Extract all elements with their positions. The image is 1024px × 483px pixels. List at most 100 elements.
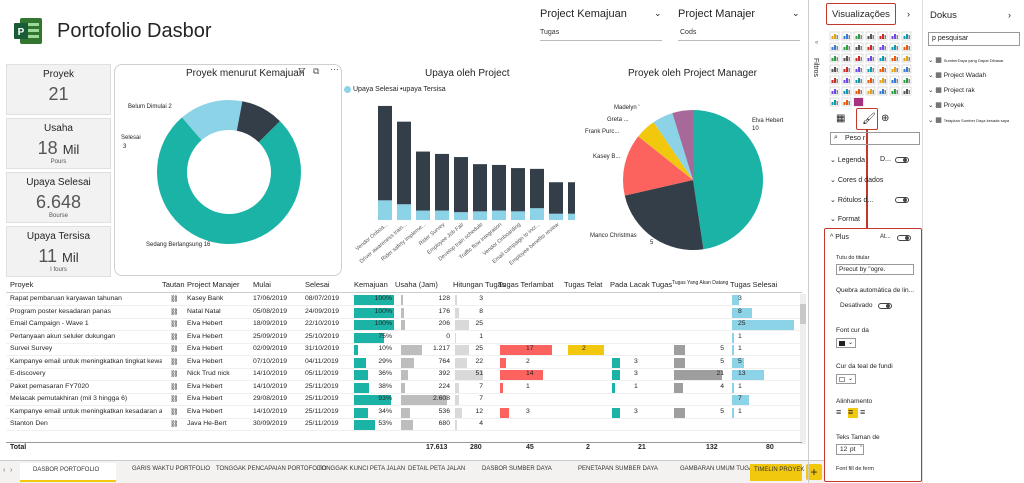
plus-toggle[interactable]: [897, 235, 911, 241]
table-row[interactable]: E-discovery ⛓ Nick Trud nick 14/10/2019 05/1…: [6, 369, 802, 381]
align-right-icon[interactable]: ≡: [860, 407, 866, 417]
bar-upaya-selesai[interactable]: [435, 210, 449, 220]
pie-slice-kasey-b-[interactable]: [623, 136, 693, 196]
col-header[interactable]: Tugas Telat: [564, 280, 603, 289]
field-table-item[interactable]: ⌄ ▦ Project Wadah: [928, 71, 986, 79]
pie-slice-belum-dimulai[interactable]: [236, 101, 280, 143]
text-size-input[interactable]: 12 pt ⌃: [836, 444, 864, 455]
bar-upaya-selesai[interactable]: [549, 213, 563, 220]
link-icon[interactable]: ⛓: [170, 408, 179, 416]
bar-upaya-tersisa[interactable]: [397, 121, 411, 205]
section-cores[interactable]: ⌄ Cores d dados: [830, 177, 884, 184]
more-options-icon[interactable]: ⋯: [330, 64, 339, 74]
col-header[interactable]: Pada Lacak Tugas: [610, 280, 673, 289]
link-icon[interactable]: ⛓: [170, 358, 179, 366]
rotulos-toggle[interactable]: [895, 197, 909, 203]
pie-slice-frank-purc-[interactable]: [638, 122, 693, 180]
align-left-icon[interactable]: ≡: [836, 407, 842, 417]
pie-slice-sedang-berlangsung[interactable]: [157, 117, 301, 245]
table-row[interactable]: Stanton Den ⛓ Java He-Bert 30/09/2019 25/11/…: [6, 419, 802, 431]
visual-type-icon[interactable]: [841, 31, 852, 41]
col-header[interactable]: Proyek: [10, 280, 34, 289]
pie-slice-selesai[interactable]: [182, 100, 243, 141]
col-header[interactable]: Selesai: [305, 280, 330, 289]
col-header[interactable]: Mulai: [253, 280, 271, 289]
visual-type-icon[interactable]: [877, 42, 888, 52]
visual-type-icon[interactable]: [877, 31, 888, 41]
field-table-item[interactable]: ⌄ ▦ SumberDaya yang Dapat Dibasar: [928, 56, 1004, 64]
bar-upaya-tersisa[interactable]: [492, 164, 506, 211]
visual-type-icon[interactable]: [865, 86, 876, 96]
chevron-down-icon[interactable]: ⌄: [654, 8, 662, 18]
visual-type-icon[interactable]: [841, 86, 852, 96]
section-plus[interactable]: ^ Plus: [830, 234, 849, 241]
pie-slice-elva-hebert[interactable]: [693, 110, 763, 250]
visual-type-icon[interactable]: [889, 31, 900, 41]
col-header[interactable]: Kemajuan: [354, 280, 388, 289]
visual-type-icon[interactable]: [829, 86, 840, 96]
bar-chart[interactable]: Vendor Onboa...Driver awareness train...…: [345, 96, 575, 276]
col-header[interactable]: Tugas Selesai: [730, 280, 778, 289]
kpi-card-upaya-tersisa[interactable]: Upaya Tersisa 11 Mil I fours: [6, 226, 111, 277]
bar-upaya-tersisa[interactable]: [454, 157, 468, 213]
bar-upaya-tersisa[interactable]: [416, 151, 430, 211]
bar-upaya-selesai[interactable]: [473, 211, 487, 220]
align-center-icon[interactable]: ≡: [848, 408, 858, 418]
bar-upaya-selesai[interactable]: [492, 210, 506, 220]
tab-penetapan[interactable]: PENETAPAN SUMBER DAYA: [578, 466, 658, 472]
visual-type-icon[interactable]: [889, 53, 900, 63]
chevron-right-icon[interactable]: ›: [10, 467, 13, 474]
tab-tonggak-kunci[interactable]: TONGGAK KUNCI PETA JALAN: [318, 466, 406, 472]
visual-type-icon[interactable]: [865, 53, 876, 63]
bar-upaya-selesai[interactable]: [378, 200, 392, 220]
visual-type-icon[interactable]: [853, 42, 864, 52]
slicer-manajer-value[interactable]: Cods: [680, 29, 697, 36]
format-search-input[interactable]: ⌕ Peso r: [830, 132, 920, 145]
link-icon[interactable]: ⛓: [170, 296, 179, 303]
link-icon[interactable]: ⛓: [170, 396, 179, 403]
visual-type-icon[interactable]: [853, 53, 864, 63]
visual-type-icon[interactable]: [829, 53, 840, 63]
paint-roller-icon[interactable]: 🖌: [862, 113, 876, 125]
kpi-card-upaya-selesai[interactable]: Upaya Selesai 6.648 Bourse: [6, 172, 111, 223]
visual-type-icon[interactable]: [877, 86, 888, 96]
table-row[interactable]: Rapat pembaruan karyawan tahunan ⛓ Kasey B…: [6, 294, 802, 306]
visual-type-icon[interactable]: [901, 31, 912, 41]
font-color-picker[interactable]: ⌄: [836, 338, 856, 348]
link-icon[interactable]: ⛓: [170, 371, 179, 378]
link-icon[interactable]: ⛓: [170, 421, 179, 428]
visual-type-icon[interactable]: [889, 64, 900, 74]
visual-type-icon[interactable]: [865, 64, 876, 74]
table-row[interactable]: Kampanye email untuk meningkatkan tingka…: [6, 357, 802, 369]
field-table-item[interactable]: ⌄ ▦ Tetapkan Sumber Daya kesada saya: [928, 116, 1009, 124]
fields-search-input[interactable]: p pesquisar: [928, 32, 1020, 46]
bar-upaya-selesai[interactable]: [530, 208, 544, 220]
visual-type-icon[interactable]: [889, 75, 900, 85]
chevron-down-icon[interactable]: ⌄: [792, 8, 800, 18]
legenda-toggle[interactable]: [895, 157, 909, 163]
fields-tab-icon[interactable]: ▦: [836, 113, 846, 124]
bar-upaya-tersisa[interactable]: [435, 153, 449, 211]
bar-upaya-tersisa[interactable]: [511, 168, 525, 212]
bar-upaya-selesai[interactable]: [568, 213, 575, 220]
donut-chart-frame[interactable]: [114, 64, 342, 276]
link-icon[interactable]: ⛓: [170, 321, 179, 328]
visual-type-icon[interactable]: [829, 64, 840, 74]
visual-type-icon[interactable]: [877, 64, 888, 74]
table-row[interactable]: Paket pemasaran FY7020 ⛓ Elva Hebert 14/10/…: [6, 382, 802, 394]
bar-upaya-selesai[interactable]: [511, 211, 525, 220]
visual-type-icon[interactable]: [901, 42, 912, 52]
field-table-item[interactable]: ⌄ ▦ Proyek: [928, 101, 964, 109]
visual-type-icon[interactable]: [865, 75, 876, 85]
field-table-item[interactable]: ⌄ ▦ Project rak: [928, 86, 975, 94]
link-icon[interactable]: ⛓: [170, 383, 179, 391]
chevron-right-icon[interactable]: ›: [907, 9, 910, 19]
bar-upaya-selesai[interactable]: [454, 212, 468, 220]
table-row[interactable]: Survei Survey ⛓ Elva Hebert 02/09/2019 31/10…: [6, 344, 802, 356]
link-icon[interactable]: ⛓: [170, 346, 179, 353]
bar-upaya-tersisa[interactable]: [378, 105, 392, 201]
bar-upaya-tersisa[interactable]: [473, 164, 487, 212]
col-header[interactable]: Usaha (Jam): [395, 280, 438, 289]
visual-type-icon[interactable]: [889, 86, 900, 96]
visual-type-icon[interactable]: [829, 75, 840, 85]
